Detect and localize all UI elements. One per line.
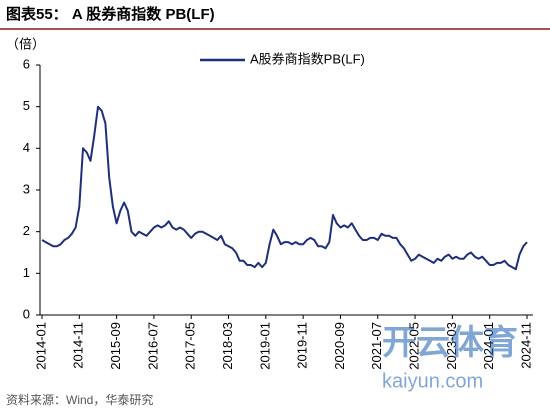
chart-title: 图表55： A 股券商指数 PB(LF): [6, 5, 215, 23]
x-tick-label: 2014-11: [71, 322, 86, 369]
data-line: [41, 105, 528, 271]
x-tick-label: 2020-09: [332, 322, 347, 370]
x-tick-label: 2023-03: [444, 322, 459, 370]
y-tick-label: 3: [23, 181, 30, 196]
x-tick-label: 2014-01: [33, 322, 48, 370]
legend-label: A股券商指数PB(LF): [250, 51, 365, 66]
x-tick-label: 2018-03: [220, 322, 235, 370]
x-tick-label: 2015-09: [108, 322, 123, 370]
y-axis-label: （倍）: [6, 36, 45, 51]
x-tick-label: 2021-07: [369, 322, 384, 370]
x-tick-label: 2017-05: [183, 322, 198, 370]
source: 资料来源：Wind，华泰研究: [6, 392, 153, 407]
y-tick-label: 2: [23, 223, 30, 238]
x-tick-label: 2024-11: [518, 322, 533, 369]
watermark-brand: 开云体育: [382, 324, 518, 362]
watermark-url: kaiyun.com: [382, 370, 483, 392]
x-tick-label: 2016-07: [145, 322, 160, 370]
y-tick-label: 0: [23, 306, 30, 321]
y-tick-label: 6: [23, 56, 30, 71]
y-tick-label: 1: [23, 265, 30, 280]
x-tick-label: 2019-01: [257, 322, 272, 370]
x-tick-label: 2022-05: [407, 322, 422, 370]
y-tick-label: 5: [23, 98, 30, 113]
x-tick-label: 2019-11: [295, 322, 310, 369]
y-tick-label: 4: [23, 140, 30, 155]
x-tick-label: 2024-01: [481, 322, 496, 370]
